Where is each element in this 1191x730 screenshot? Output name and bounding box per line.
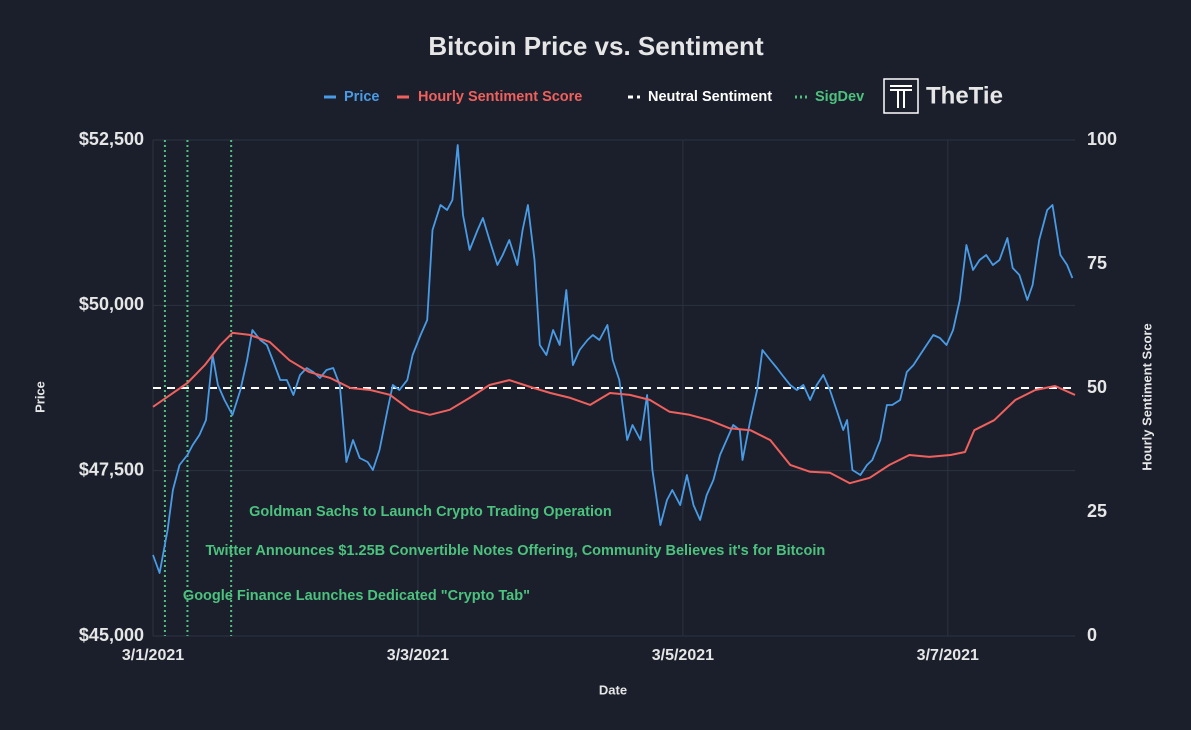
x-tick-label: 3/7/2021 [917, 647, 979, 664]
legend-label: SigDev [815, 89, 864, 105]
y-tick-label: $47,500 [79, 459, 144, 479]
logo-icon [883, 78, 919, 114]
legend-label: Price [344, 89, 379, 105]
y2-tick-label: 25 [1087, 501, 1107, 521]
y-tick-label: $50,000 [79, 294, 144, 314]
y2-tick-label: 0 [1087, 625, 1097, 645]
y-axis-label: Price [32, 381, 47, 413]
x-tick-label: 3/1/2021 [122, 647, 184, 664]
series-line [152, 144, 1074, 574]
y-tick-label: $45,000 [79, 625, 144, 645]
chart-title: Bitcoin Price vs. Sentiment [428, 31, 764, 61]
y-tick-label: $52,500 [79, 129, 144, 149]
logo-text: TheTie [926, 82, 1003, 109]
x-tick-label: 3/3/2021 [387, 647, 449, 664]
legend-label: Hourly Sentiment Score [418, 89, 582, 105]
series-line [152, 331, 1076, 485]
x-axis-label: Date [599, 682, 627, 697]
legend-label: Neutral Sentiment [648, 89, 772, 105]
event-label: Goldman Sachs to Launch Crypto Trading O… [249, 504, 612, 520]
y2-tick-label: 75 [1087, 253, 1107, 273]
x-tick-label: 3/5/2021 [652, 647, 714, 664]
logo-glyph [890, 85, 912, 108]
y2-tick-label: 50 [1087, 377, 1107, 397]
event-label: Google Finance Launches Dedicated "Crypt… [183, 588, 530, 604]
y2-tick-label: 100 [1087, 129, 1117, 149]
event-label: Twitter Announces $1.25B Convertible Not… [205, 543, 825, 559]
y2-axis-label: Hourly Sentiment Score [1139, 323, 1154, 470]
